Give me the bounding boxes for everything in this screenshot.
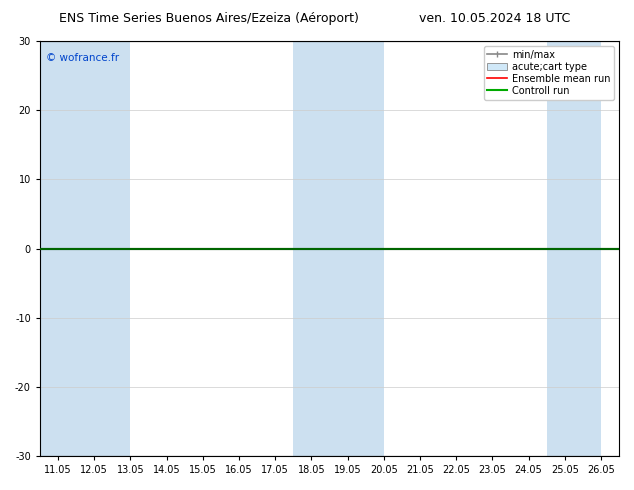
Bar	[94, 41, 131, 456]
Bar	[311, 41, 347, 456]
Legend: min/max, acute;cart type, Ensemble mean run, Controll run: min/max, acute;cart type, Ensemble mean …	[484, 46, 614, 99]
Bar	[294, 41, 330, 456]
Bar	[58, 41, 94, 456]
Bar	[547, 41, 583, 456]
Bar	[330, 41, 366, 456]
Bar	[40, 41, 76, 456]
Bar	[76, 41, 112, 456]
Text: ven. 10.05.2024 18 UTC: ven. 10.05.2024 18 UTC	[419, 12, 570, 25]
Bar	[347, 41, 384, 456]
Text: ENS Time Series Buenos Aires/Ezeiza (Aéroport): ENS Time Series Buenos Aires/Ezeiza (Aér…	[60, 12, 359, 25]
Text: © wofrance.fr: © wofrance.fr	[46, 53, 119, 64]
Bar	[565, 41, 601, 456]
